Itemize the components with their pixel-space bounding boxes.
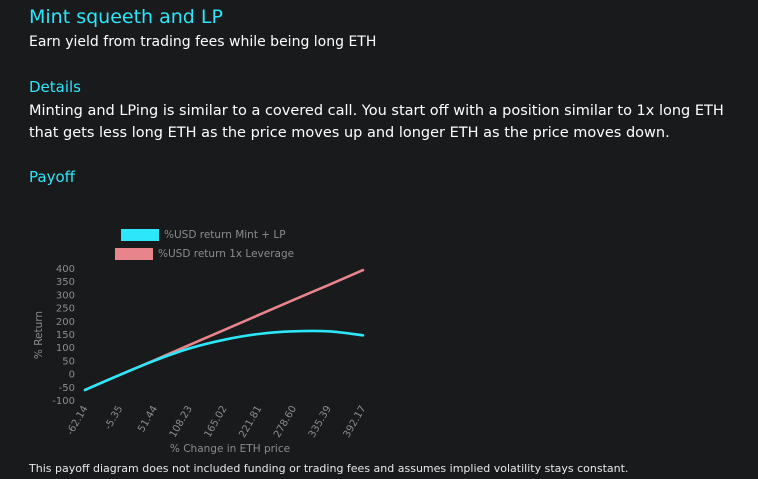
y-tick-label: 200 — [56, 317, 75, 328]
x-axis-label: % Change in ETH price — [170, 443, 290, 455]
x-tick-label: 392.17 — [342, 404, 369, 440]
legend-label: %USD return 1x Leverage — [158, 248, 294, 260]
page-subtitle: Earn yield from trading fees while being… — [29, 34, 377, 50]
y-tick-label: -50 — [59, 383, 75, 394]
y-tick-label: 150 — [56, 330, 75, 341]
x-tick-label: 165.02 — [203, 404, 230, 440]
legend-swatch — [115, 248, 153, 260]
x-tick-label: 335.39 — [307, 404, 334, 440]
y-tick-label: 300 — [56, 290, 75, 301]
chart-legend: %USD return Mint + LP %USD return 1x Leve… — [115, 229, 294, 260]
y-tick-label: -100 — [52, 396, 75, 407]
x-tick-label: 221.81 — [237, 404, 264, 440]
payoff-heading: Payoff — [29, 168, 75, 186]
x-axis-ticks: -62.14 -5.35 51.44 108.23 165.02 221.81 278.60… — [65, 404, 369, 440]
y-tick-label: 100 — [56, 343, 75, 354]
x-tick-label: 278.60 — [272, 404, 299, 440]
legend-swatch — [121, 229, 159, 241]
x-tick-label: 108.23 — [168, 404, 195, 440]
y-axis-label: % Return — [33, 311, 45, 359]
x-tick-label: -62.14 — [65, 404, 91, 437]
chart-series — [83, 268, 365, 392]
y-axis-ticks: 400 350 300 250 200 150 100 50 0 -50 -100 — [52, 264, 75, 407]
y-tick-label: 250 — [56, 304, 75, 315]
y-tick-label: 400 — [56, 264, 75, 275]
payoff-footnote: This payoff diagram does not included fu… — [29, 462, 629, 475]
y-tick-label: 350 — [56, 277, 75, 288]
y-tick-label: 0 — [69, 370, 75, 381]
x-tick-label: -5.35 — [103, 404, 125, 432]
details-body: Minting and LPing is similar to a covere… — [29, 103, 724, 141]
x-tick-label: 51.44 — [136, 404, 160, 434]
y-tick-label: 50 — [62, 356, 75, 367]
details-heading: Details — [29, 78, 82, 96]
series-mint-lp-line — [83, 329, 365, 392]
legend-label: %USD return Mint + LP — [164, 229, 286, 241]
page-title: Mint squeeth and LP — [29, 6, 223, 28]
